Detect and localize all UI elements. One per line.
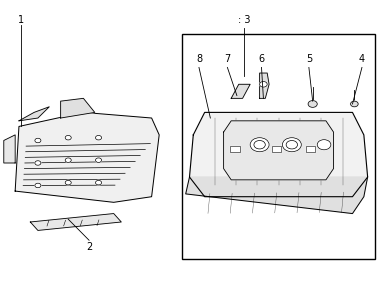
Circle shape (308, 101, 317, 107)
Polygon shape (30, 214, 121, 230)
Circle shape (65, 158, 71, 162)
Text: : 3: : 3 (238, 15, 251, 25)
Circle shape (96, 135, 102, 140)
Polygon shape (15, 112, 159, 202)
Text: 6: 6 (258, 54, 265, 64)
Circle shape (96, 158, 102, 162)
Circle shape (286, 140, 298, 149)
Polygon shape (260, 73, 269, 98)
Circle shape (282, 138, 301, 152)
Circle shape (96, 180, 102, 185)
Circle shape (260, 81, 267, 87)
Bar (272, 146, 281, 152)
Circle shape (35, 138, 41, 143)
Polygon shape (19, 107, 49, 121)
Bar (306, 146, 315, 152)
Text: 4: 4 (359, 54, 365, 64)
Bar (230, 146, 240, 152)
Text: 2: 2 (86, 242, 92, 252)
Circle shape (254, 140, 265, 149)
Circle shape (317, 140, 331, 150)
Text: 5: 5 (306, 54, 312, 64)
Circle shape (351, 101, 358, 107)
Circle shape (35, 161, 41, 165)
Polygon shape (231, 84, 250, 98)
Polygon shape (4, 135, 15, 163)
Bar (306, 146, 315, 152)
Text: 7: 7 (224, 54, 230, 64)
Polygon shape (190, 112, 368, 197)
Bar (272, 146, 281, 152)
Circle shape (35, 183, 41, 188)
Polygon shape (61, 98, 95, 118)
Circle shape (65, 180, 71, 185)
Text: 1: 1 (18, 15, 24, 25)
Circle shape (250, 138, 269, 152)
Bar (182, 34, 375, 259)
Polygon shape (186, 177, 368, 214)
Bar (230, 146, 240, 152)
Text: 8: 8 (196, 54, 202, 64)
Polygon shape (224, 121, 334, 180)
Circle shape (65, 135, 71, 140)
